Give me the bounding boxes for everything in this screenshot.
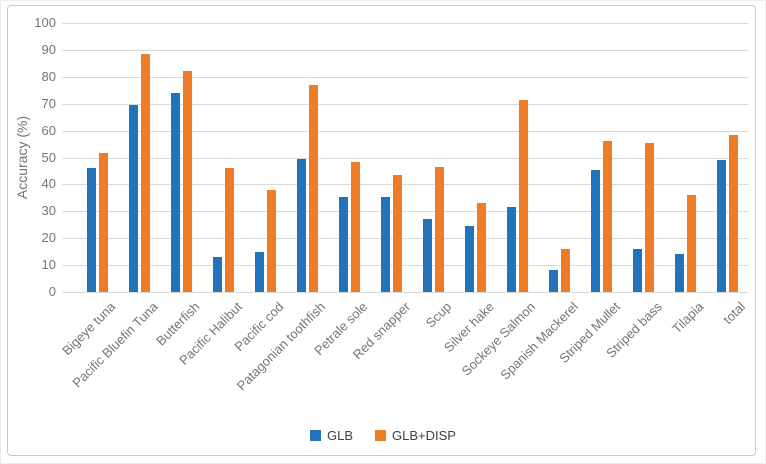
bar-glb-disp-petrale-sole <box>350 161 360 292</box>
bar-glb-patagonian-toothfish <box>296 158 306 292</box>
bar-glb-disp-pacific-halibut <box>224 168 234 292</box>
bar-glb-disp-sockeye-salmon <box>518 99 528 292</box>
bar-group-pacific-bluefin-tuna <box>118 23 160 292</box>
y-tick-label: 10 <box>41 257 56 273</box>
gridline <box>62 76 748 78</box>
bar-glb-disp-striped-bass <box>644 142 654 292</box>
bar-glb-pacific-bluefin-tuna <box>128 105 138 292</box>
bar-group-striped-mullet <box>580 23 622 292</box>
bar-glb-disp-striped-mullet <box>602 141 612 292</box>
bar-glb-disp-butterfish <box>182 71 192 292</box>
bar-glb-disp-spanish-mackerel <box>560 248 570 292</box>
bar-glb-red-snapper <box>380 196 390 292</box>
plot-area <box>62 23 748 293</box>
bar-glb-pacific-halibut <box>212 257 222 292</box>
bar-glb-disp-red-snapper <box>392 175 402 292</box>
bar-glb-disp-patagonian-toothfish <box>308 84 318 292</box>
gridline <box>62 103 748 105</box>
y-tick-label: 30 <box>41 203 56 219</box>
gridline <box>62 292 748 293</box>
gridline <box>62 211 748 213</box>
legend-label: GLB <box>327 428 354 443</box>
bar-glb-pacific-cod <box>254 251 264 292</box>
bar-glb-disp-pacific-cod <box>266 189 276 292</box>
bar-group-patagonian-toothfish <box>286 23 328 292</box>
bar-glb-total <box>716 160 726 292</box>
y-tick-label: 50 <box>41 149 56 165</box>
y-tick-label: 20 <box>41 230 56 246</box>
legend-swatch-glb <box>310 430 322 441</box>
bar-glb-striped-bass <box>632 248 642 292</box>
bar-glb-striped-mullet <box>590 169 600 292</box>
bar-group-scup <box>412 23 454 292</box>
gridline <box>62 23 748 24</box>
bar-glb-butterfish <box>170 92 180 292</box>
bar-glb-tilapia <box>674 254 684 292</box>
bar-glb-disp-silver-hake <box>476 203 486 292</box>
gridline <box>62 184 748 186</box>
bar-glb-disp-bigeye-tuna <box>98 153 108 292</box>
gridline <box>62 238 748 240</box>
bar-group-bigeye-tuna <box>76 23 118 292</box>
bar-glb-sockeye-salmon <box>506 207 516 292</box>
bar-group-striped-bass <box>622 23 664 292</box>
y-tick-label: 90 <box>41 41 56 57</box>
bar-group-sockeye-salmon <box>496 23 538 292</box>
bar-glb-bigeye-tuna <box>86 168 96 292</box>
bar-glb-silver-hake <box>464 226 474 292</box>
bars-container <box>76 23 748 292</box>
bar-group-petrale-sole <box>328 23 370 292</box>
bar-group-silver-hake <box>454 23 496 292</box>
bar-glb-disp-total <box>728 134 738 292</box>
bar-glb-spanish-mackerel <box>548 270 558 292</box>
legend-label: GLB+DISP <box>392 428 456 443</box>
bar-glb-disp-pacific-bluefin-tuna <box>140 53 150 292</box>
bar-group-pacific-cod <box>244 23 286 292</box>
y-tick-label: 40 <box>41 176 56 192</box>
y-tick-label: 70 <box>41 95 56 111</box>
gridline <box>62 265 748 267</box>
bar-group-red-snapper <box>370 23 412 292</box>
bar-glb-petrale-sole <box>338 196 348 292</box>
gridline <box>62 157 748 159</box>
y-tick-label: 0 <box>48 284 56 299</box>
bar-group-tilapia <box>664 23 706 292</box>
gridline <box>62 49 748 51</box>
legend-item-glb-disp: GLB+DISP <box>375 428 456 443</box>
y-tick-label: 100 <box>34 15 56 30</box>
y-tick-label: 80 <box>41 68 56 84</box>
bar-glb-disp-scup <box>434 166 444 292</box>
gridline <box>62 130 748 132</box>
bar-group-total <box>706 23 748 292</box>
bar-group-butterfish <box>160 23 202 292</box>
bar-group-pacific-halibut <box>202 23 244 292</box>
bar-group-spanish-mackerel <box>538 23 580 292</box>
chart-legend: GLB GLB+DISP <box>0 428 766 443</box>
bar-glb-scup <box>422 219 432 292</box>
legend-swatch-glb-disp <box>375 430 387 441</box>
y-tick-label: 60 <box>41 122 56 138</box>
legend-item-glb: GLB <box>310 428 353 443</box>
bar-glb-disp-tilapia <box>686 195 696 292</box>
